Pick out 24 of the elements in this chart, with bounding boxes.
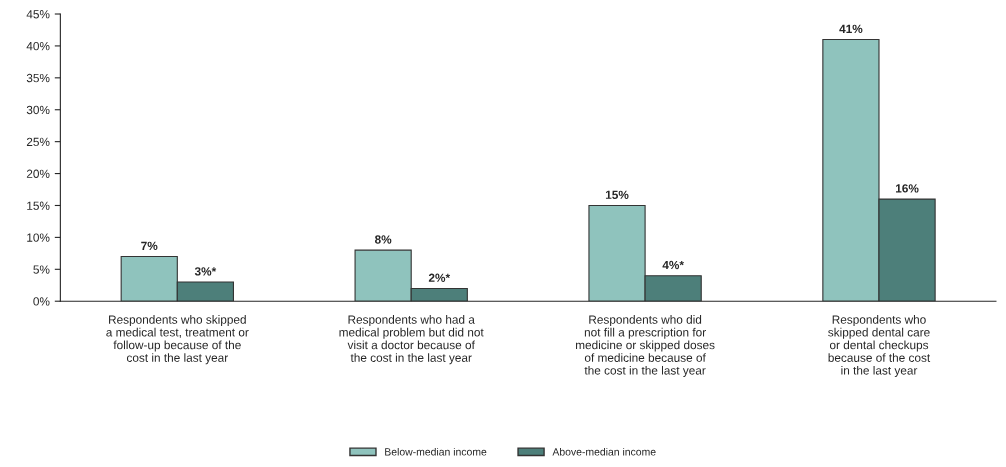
y-tick-label: 10% xyxy=(27,233,50,242)
data-label: 4%* xyxy=(662,260,684,270)
y-tick-label: 5% xyxy=(33,265,50,274)
y-tick-label: 0% xyxy=(33,297,50,306)
y-tick-label: 30% xyxy=(26,105,50,115)
legend-label: Above-median income xyxy=(552,447,656,456)
data-label: 41% xyxy=(839,24,863,34)
x-tick-label: Respondents who had a medical problem but did not visit a doctor because of the cost in the last year xyxy=(339,315,484,365)
y-tick-label: 20% xyxy=(26,169,50,178)
x-tick-label: Respondents who did not fill a prescription for medicine or skipped doses of medicine because of the cost in the last year xyxy=(576,315,715,377)
y-tick-label: 35% xyxy=(26,73,50,83)
x-tick-label: Respondents who skipped dental care or dental checkups because of the cost in the last year xyxy=(828,315,931,377)
legend-label: Below-median income xyxy=(385,447,487,456)
data-label: 16% xyxy=(895,184,919,193)
y-tick-label: 25% xyxy=(26,137,50,147)
data-label: 8% xyxy=(374,235,392,244)
data-label: 15% xyxy=(605,190,629,199)
data-label: 3%* xyxy=(194,267,217,276)
data-label: 2%* xyxy=(428,273,451,282)
y-tick-label: 45% xyxy=(26,10,50,19)
y-tick-label: 40% xyxy=(26,41,50,51)
x-tick-label: Respondents who skipped a medical test, treatment or follow-up because of the cost in the last year xyxy=(106,315,249,365)
data-label: 7% xyxy=(141,241,158,251)
y-tick-label: 15% xyxy=(27,201,50,210)
